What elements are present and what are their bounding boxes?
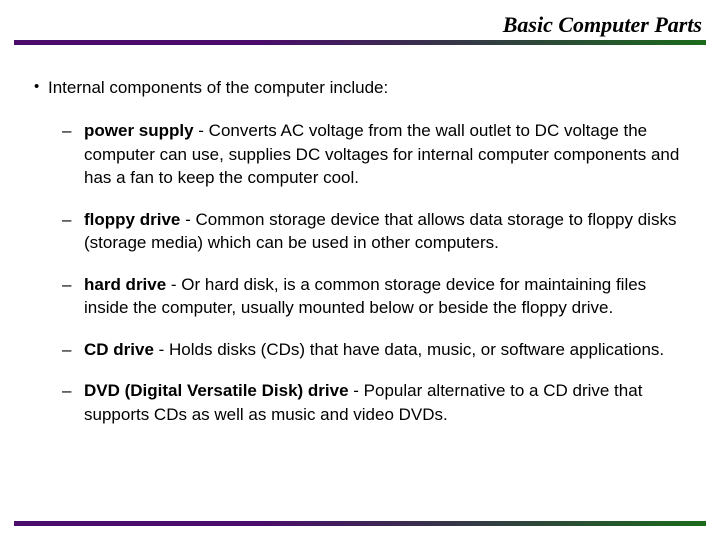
top-divider <box>14 40 706 45</box>
intro-text: Internal components of the computer incl… <box>48 76 388 99</box>
list-item: – DVD (Digital Versatile Disk) drive - P… <box>62 379 690 426</box>
item-body: floppy drive - Common storage device tha… <box>84 208 690 255</box>
header: Basic Computer Parts <box>0 0 720 48</box>
list-item: – power supply - Converts AC voltage fro… <box>62 119 690 189</box>
item-term: floppy drive <box>84 210 180 229</box>
list-item: – CD drive - Holds disks (CDs) that have… <box>62 338 690 361</box>
item-list: – power supply - Converts AC voltage fro… <box>62 119 690 426</box>
item-body: DVD (Digital Versatile Disk) drive - Pop… <box>84 379 690 426</box>
item-term: power supply <box>84 121 194 140</box>
list-item: – floppy drive - Common storage device t… <box>62 208 690 255</box>
content: • Internal components of the computer in… <box>0 48 720 426</box>
slide: Basic Computer Parts • Internal componen… <box>0 0 720 540</box>
slide-title: Basic Computer Parts <box>503 12 702 38</box>
intro-row: • Internal components of the computer in… <box>34 76 690 99</box>
dash-icon: – <box>62 338 84 361</box>
dash-icon: – <box>62 379 84 402</box>
dash-icon: – <box>62 119 84 142</box>
dash-icon: – <box>62 273 84 296</box>
item-term: hard drive <box>84 275 166 294</box>
item-term: CD drive <box>84 340 154 359</box>
item-body: CD drive - Holds disks (CDs) that have d… <box>84 338 690 361</box>
item-body: power supply - Converts AC voltage from … <box>84 119 690 189</box>
item-term: DVD (Digital Versatile Disk) drive <box>84 381 349 400</box>
item-desc: - Holds disks (CDs) that have data, musi… <box>154 340 664 359</box>
bottom-divider <box>14 521 706 526</box>
bullet-icon: • <box>34 76 48 97</box>
item-desc: - Or hard disk, is a common storage devi… <box>84 275 646 317</box>
dash-icon: – <box>62 208 84 231</box>
list-item: – hard drive - Or hard disk, is a common… <box>62 273 690 320</box>
item-body: hard drive - Or hard disk, is a common s… <box>84 273 690 320</box>
